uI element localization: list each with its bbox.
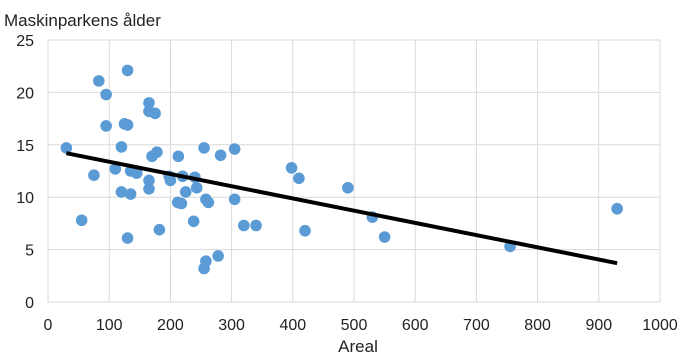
data-point [250,219,262,232]
x-tick-label: 800 [524,317,551,334]
y-tick-label: 20 [16,85,34,102]
data-point [179,186,192,198]
data-point [285,162,298,174]
data-point [175,197,188,210]
x-tick-label: 300 [218,317,245,334]
data-point [190,181,203,194]
data-point [143,97,155,109]
data-point [115,186,128,198]
data-point [75,214,88,227]
data-point [228,193,241,206]
data-point [153,223,166,236]
data-point [214,149,227,162]
data-point [611,202,623,215]
x-tick-label: 0 [44,317,53,334]
data-point [143,183,155,195]
data-point [238,219,250,232]
x-axis-title: Areal [338,337,378,356]
data-point [172,150,185,163]
data-point [342,181,354,194]
y-tick-label: 0 [25,295,34,312]
y-tick-label: 10 [16,190,34,207]
x-tick-label: 500 [341,317,368,334]
data-point [100,120,112,132]
data-point [202,196,215,209]
y-axis-title: Maskinparkens ålder [4,11,161,30]
data-points [60,64,623,275]
y-tick-label: 15 [16,138,34,155]
data-point [378,231,391,243]
data-point [200,255,212,267]
data-point [109,163,122,175]
y-tick-label: 25 [16,33,34,50]
data-point [212,250,224,262]
data-point [88,169,100,181]
plot-area [47,39,661,303]
data-point [299,224,311,237]
data-point [130,167,143,179]
data-point [121,232,134,244]
x-tick-label: 400 [279,317,306,334]
data-point [293,172,305,185]
x-tick-label: 700 [463,317,490,334]
x-tick-label: 600 [402,317,429,334]
data-point [92,75,105,87]
x-axis-ticks: 0 100 200 300 400 500 600 700 800 900 1000 [44,317,678,334]
data-point [198,142,210,154]
x-tick-label: 100 [96,317,123,334]
data-point [149,107,161,120]
data-point [187,215,200,228]
data-point [100,88,112,101]
data-point [60,142,73,154]
data-point [115,141,128,153]
trendline [65,151,618,266]
x-tick-label: 1000 [642,317,678,334]
data-point [228,143,241,155]
x-tick-label: 200 [157,317,184,334]
x-tick-label: 900 [585,317,612,334]
data-point [164,174,177,187]
y-tick-label: 5 [25,243,34,260]
y-axis-ticks: 0 5 10 15 20 25 [16,33,34,312]
data-point [151,146,163,158]
data-point [121,119,134,131]
data-point [143,174,155,187]
data-point [124,188,137,200]
data-point [121,64,134,77]
